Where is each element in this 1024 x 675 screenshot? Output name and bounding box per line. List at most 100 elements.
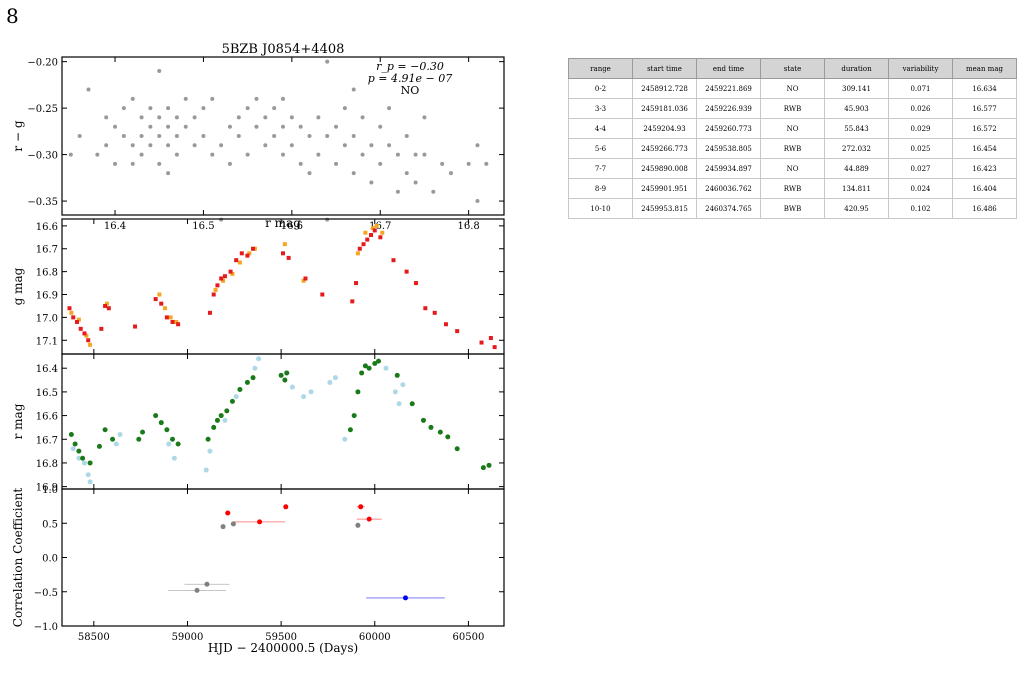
scatter-point xyxy=(148,124,153,129)
scatter-point xyxy=(298,161,303,166)
r-band-point xyxy=(250,375,256,381)
r-band-point xyxy=(409,401,415,407)
scatter-point xyxy=(475,143,480,148)
g-band-point xyxy=(286,255,291,260)
scatter-point xyxy=(387,143,392,148)
r-band-point xyxy=(366,365,372,371)
y-tick-label: 17.0 xyxy=(36,313,58,324)
scatter-point xyxy=(404,171,409,176)
scatter-point xyxy=(351,134,356,138)
scatter-point xyxy=(298,124,303,129)
y-tick-label: 16.8 xyxy=(36,459,58,470)
scatter-point xyxy=(174,134,179,138)
table-cell: 2459226.939 xyxy=(696,98,761,119)
scatter-point xyxy=(281,152,285,157)
scatter-point xyxy=(263,143,268,148)
r-band-point xyxy=(203,467,209,473)
r-band-point xyxy=(140,429,146,435)
r-band-point xyxy=(252,365,258,371)
r-band-point xyxy=(87,460,93,466)
x-axis-label: HJD − 2400000.5 (Days) xyxy=(208,641,358,655)
scatter-point xyxy=(369,143,374,148)
scatter-point xyxy=(201,134,206,138)
r-band-point xyxy=(110,436,116,442)
table-cell: RWB xyxy=(760,178,825,199)
r-band-point xyxy=(153,413,159,419)
scatter-point xyxy=(272,106,277,111)
r-band-point xyxy=(207,448,213,454)
g-band-point xyxy=(237,260,242,265)
scatter-point xyxy=(342,106,347,111)
g-band-point xyxy=(228,269,233,274)
y-tick-label: 16.6 xyxy=(36,412,58,423)
x-tick-label: 60500 xyxy=(453,632,485,643)
scatter-point xyxy=(351,87,356,92)
table-cell: NO xyxy=(760,158,825,179)
corr-point xyxy=(366,516,372,522)
r-band-point xyxy=(175,441,181,447)
scatter-point xyxy=(431,189,436,194)
r-band-point xyxy=(214,417,220,423)
scatter-point xyxy=(174,115,179,120)
axes-frame xyxy=(61,218,505,355)
corr-point xyxy=(225,510,231,516)
table-cell: 4-4 xyxy=(568,118,633,139)
r-band-point xyxy=(211,424,217,430)
table-cell: 2459538.805 xyxy=(696,138,761,159)
r-band-point xyxy=(76,455,82,461)
r-band-point xyxy=(256,356,262,362)
table-row: 0-2 2458912.728 2459221.869 NO 309.141 0.071 1… xyxy=(568,78,1017,99)
g-band-point xyxy=(82,331,87,336)
corr-point xyxy=(220,524,226,530)
table-row: 7-7 2459890.008 2459934.897 NO 44.889 0.027 16… xyxy=(568,158,1017,179)
scatter-point xyxy=(157,161,162,166)
table-cell: 3-3 xyxy=(568,98,633,119)
x-tick-label: 16.7 xyxy=(369,221,391,232)
r-band-point xyxy=(113,441,119,447)
scatter-point xyxy=(316,115,321,120)
table-cell: 8-9 xyxy=(568,178,633,199)
r-band-point xyxy=(158,420,164,426)
g-band-point xyxy=(301,278,306,283)
x-tick-label: 59000 xyxy=(172,632,204,643)
r-band-point xyxy=(437,429,443,435)
r-band-point xyxy=(359,370,365,376)
scatter-point xyxy=(334,161,339,166)
g-band-point xyxy=(378,235,383,240)
x-tick-label: 16.5 xyxy=(192,221,214,232)
g-band-point xyxy=(251,246,256,251)
scatter-point xyxy=(192,115,197,120)
scatter-point xyxy=(227,161,232,166)
r-band-point xyxy=(80,455,86,461)
scatter-point xyxy=(227,124,232,129)
g-band-point xyxy=(74,319,79,324)
g-band-point xyxy=(221,278,226,283)
y-tick-label: 0.0 xyxy=(42,554,58,565)
scatter-point xyxy=(307,171,312,176)
table-cell: 0.025 xyxy=(888,138,953,159)
r-band-point xyxy=(480,465,486,471)
y-tick-label: −1.0 xyxy=(34,622,58,633)
table-cell: 16.454 xyxy=(952,138,1017,159)
g-band-point xyxy=(99,326,104,331)
table-cell: 16.577 xyxy=(952,98,1017,119)
scatter-point xyxy=(369,180,374,185)
table-cell: RWB xyxy=(760,98,825,119)
g-band-point xyxy=(357,246,362,251)
scatter-point xyxy=(281,124,285,129)
r-band-point xyxy=(327,379,333,385)
r-band-point xyxy=(372,360,378,366)
g-band-point xyxy=(153,297,158,302)
table-cell: 16.423 xyxy=(952,158,1017,179)
y-tick-label: 16.9 xyxy=(36,483,58,494)
scatter-point xyxy=(325,217,330,222)
y-tick-label: 16.9 xyxy=(36,291,58,302)
g-band-point xyxy=(219,276,224,281)
table-cell: 2459181.036 xyxy=(632,98,697,119)
scatter-point xyxy=(245,106,250,111)
scatter-point xyxy=(413,152,418,157)
scatter-point xyxy=(245,152,250,157)
g-band-point xyxy=(88,342,93,347)
scatter-point xyxy=(210,96,215,101)
